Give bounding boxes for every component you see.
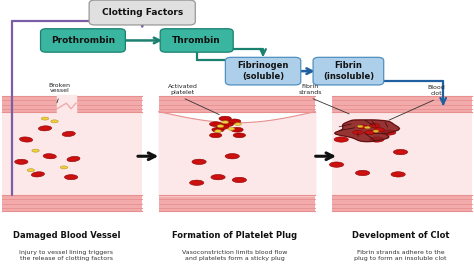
Ellipse shape xyxy=(391,172,405,177)
Bar xyxy=(332,195,472,211)
FancyBboxPatch shape xyxy=(313,57,383,85)
Text: Fibrinogen
(soluble): Fibrinogen (soluble) xyxy=(237,61,289,81)
FancyBboxPatch shape xyxy=(89,0,195,25)
Ellipse shape xyxy=(221,122,234,126)
Ellipse shape xyxy=(219,116,231,121)
Ellipse shape xyxy=(393,149,408,155)
Ellipse shape xyxy=(235,123,241,126)
Ellipse shape xyxy=(353,131,363,134)
Text: Damaged Blood Vessel: Damaged Blood Vessel xyxy=(13,231,120,240)
Text: Clotting Factors: Clotting Factors xyxy=(101,8,183,17)
Ellipse shape xyxy=(233,133,246,138)
Text: Fibrin
(insoluble): Fibrin (insoluble) xyxy=(323,61,374,81)
Bar xyxy=(159,195,315,211)
Ellipse shape xyxy=(210,133,222,138)
Bar xyxy=(2,195,142,211)
Text: Vasoconstriction limits blood flow
and platelets form a sticky plug: Vasoconstriction limits blood flow and p… xyxy=(182,250,287,261)
Ellipse shape xyxy=(369,124,380,128)
Ellipse shape xyxy=(215,130,221,133)
Ellipse shape xyxy=(356,170,370,176)
FancyBboxPatch shape xyxy=(40,29,125,52)
Ellipse shape xyxy=(225,153,239,159)
Bar xyxy=(159,96,315,112)
Ellipse shape xyxy=(329,162,344,167)
Text: Blood
clot: Blood clot xyxy=(427,85,445,96)
Ellipse shape xyxy=(192,159,206,165)
Ellipse shape xyxy=(43,154,56,159)
Ellipse shape xyxy=(212,127,224,132)
Text: Injury to vessel lining triggers
the release of clotting factors: Injury to vessel lining triggers the rel… xyxy=(19,250,113,261)
Bar xyxy=(332,112,472,195)
Ellipse shape xyxy=(60,166,68,169)
Text: Fibrin strands adhere to the
plug to form an insoluble clot: Fibrin strands adhere to the plug to for… xyxy=(354,250,447,261)
Ellipse shape xyxy=(357,125,368,129)
Ellipse shape xyxy=(232,177,246,182)
Bar xyxy=(2,112,142,195)
Ellipse shape xyxy=(210,122,222,126)
Ellipse shape xyxy=(217,124,229,129)
Ellipse shape xyxy=(365,131,375,134)
Ellipse shape xyxy=(373,130,379,132)
Ellipse shape xyxy=(19,137,33,142)
Text: Fibrin
strands: Fibrin strands xyxy=(299,84,322,95)
Ellipse shape xyxy=(228,128,235,130)
Ellipse shape xyxy=(382,130,396,135)
Ellipse shape xyxy=(222,121,228,124)
Ellipse shape xyxy=(62,131,75,136)
Bar xyxy=(2,96,142,112)
Ellipse shape xyxy=(374,128,384,132)
Ellipse shape xyxy=(365,126,370,129)
Ellipse shape xyxy=(51,120,58,123)
Polygon shape xyxy=(335,120,400,142)
Bar xyxy=(332,96,472,112)
Ellipse shape xyxy=(38,126,52,131)
Ellipse shape xyxy=(67,157,80,162)
FancyBboxPatch shape xyxy=(160,29,233,52)
Ellipse shape xyxy=(217,125,224,128)
Ellipse shape xyxy=(334,137,348,142)
Text: Prothrombin: Prothrombin xyxy=(51,36,115,45)
Text: Development of Clot: Development of Clot xyxy=(352,231,449,240)
Ellipse shape xyxy=(211,175,225,180)
Ellipse shape xyxy=(64,174,78,180)
Text: Activated
platelet: Activated platelet xyxy=(167,84,198,95)
Ellipse shape xyxy=(231,127,243,132)
Ellipse shape xyxy=(31,172,45,177)
Ellipse shape xyxy=(15,159,28,164)
Ellipse shape xyxy=(228,119,241,124)
Text: Formation of Platelet Plug: Formation of Platelet Plug xyxy=(172,231,297,240)
Ellipse shape xyxy=(190,180,204,185)
Ellipse shape xyxy=(41,117,49,120)
Ellipse shape xyxy=(27,169,35,172)
FancyBboxPatch shape xyxy=(226,57,301,85)
Text: Broken
vessel: Broken vessel xyxy=(48,83,70,93)
Ellipse shape xyxy=(357,125,363,128)
Ellipse shape xyxy=(370,137,384,142)
Text: Thrombin: Thrombin xyxy=(173,36,221,45)
Ellipse shape xyxy=(32,149,39,152)
